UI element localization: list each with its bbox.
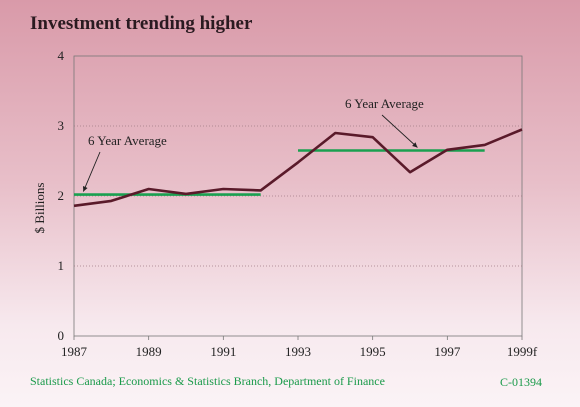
average-lines [74, 149, 485, 196]
y-tick-label: 4 [58, 48, 65, 63]
x-tick-label: 1991 [210, 344, 236, 359]
y-axis-label: $ Billions [32, 183, 47, 234]
average-annotation: 6 Year Average [88, 133, 167, 148]
y-tick-label: 0 [58, 328, 65, 343]
chart-code: C-01394 [500, 375, 542, 389]
x-tick-label: 1987 [61, 344, 88, 359]
annotation-arrow [381, 114, 418, 148]
plot-area [73, 55, 523, 337]
source-note: Statistics Canada; Economics & Statistic… [30, 374, 385, 388]
x-tick-label: 1997 [434, 344, 461, 359]
y-tick-label: 3 [58, 118, 65, 133]
annotation-arrow [82, 151, 101, 192]
annotations: 6 Year Average 6 Year Average [82, 96, 424, 192]
series-line [73, 128, 523, 208]
y-axis-ticks: 0 1 2 3 4 [58, 48, 65, 343]
x-tick-label: 1993 [285, 344, 311, 359]
x-tick-label: 1995 [360, 344, 386, 359]
x-tick-label: 1999f [507, 344, 538, 359]
series-lines [73, 128, 523, 208]
average-annotation: 6 Year Average [345, 96, 424, 111]
arrowhead [412, 142, 418, 148]
x-tick-label: 1989 [136, 344, 162, 359]
x-axis-ticks: 1987 1989 1991 1993 1995 1997 1999f [61, 336, 538, 359]
y-tick-label: 1 [58, 258, 65, 273]
y-tick-label: 2 [58, 188, 65, 203]
arrowhead [82, 186, 88, 192]
chart-title: Investment trending higher [30, 13, 253, 34]
